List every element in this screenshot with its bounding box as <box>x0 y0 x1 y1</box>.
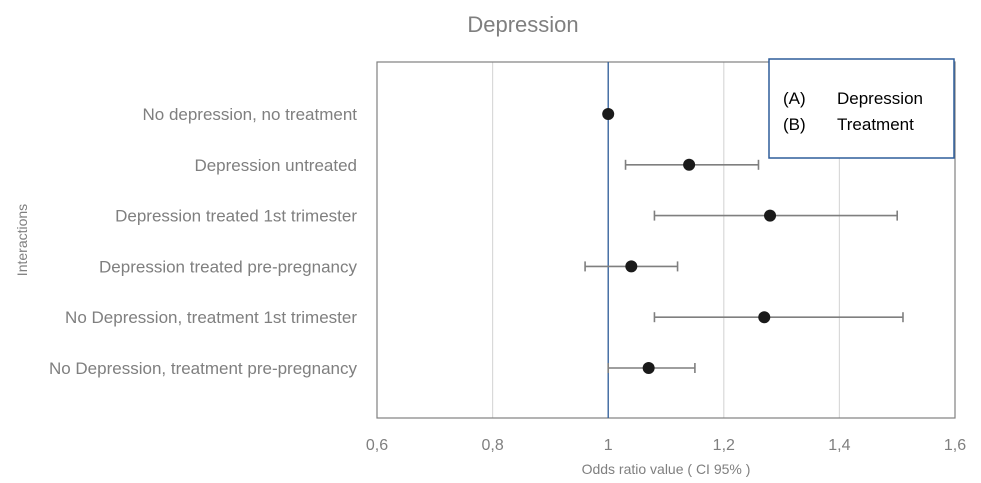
x-tick-label: 0,6 <box>366 437 388 454</box>
category-labels: No depression, no treatment Depression un… <box>49 105 358 378</box>
legend-key-a: (A) <box>783 89 806 108</box>
category-label: Depression treated pre-pregnancy <box>99 257 357 276</box>
x-tick-labels: 0,6 0,8 1 1,2 1,4 1,6 <box>366 437 966 454</box>
legend: (A) Depression (B) Treatment <box>768 58 955 159</box>
data-point <box>642 362 655 374</box>
data-point <box>625 260 638 273</box>
data-point <box>602 108 615 120</box>
chart-title: Depression <box>467 12 578 37</box>
category-label: Depression untreated <box>194 156 357 175</box>
x-axis-title: Odds ratio value ( CI 95% ) <box>582 461 751 477</box>
x-tick-label: 1,4 <box>828 437 850 454</box>
category-label: No Depression, treatment 1st trimester <box>65 308 357 327</box>
error-bar <box>653 312 904 323</box>
x-tick-label: 1,2 <box>713 437 735 454</box>
category-label: Depression treated 1st trimester <box>115 207 357 226</box>
legend-label-a: Depression <box>837 89 923 108</box>
category-label: No Depression, treatment pre-pregnancy <box>49 359 358 378</box>
x-tick-label: 0,8 <box>481 437 503 454</box>
data-point <box>683 158 696 171</box>
data-points <box>602 108 777 374</box>
legend-key-b: (B) <box>783 115 806 134</box>
legend-box <box>768 58 955 159</box>
x-tick-label: 1,6 <box>944 437 966 454</box>
legend-label-b: Treatment <box>837 115 914 134</box>
category-label: No depression, no treatment <box>142 105 357 124</box>
x-tick-label: 1 <box>604 437 613 454</box>
data-point <box>764 209 777 222</box>
y-axis-title: Interactions <box>14 204 30 276</box>
data-point <box>758 311 771 324</box>
plot-area <box>376 61 956 419</box>
